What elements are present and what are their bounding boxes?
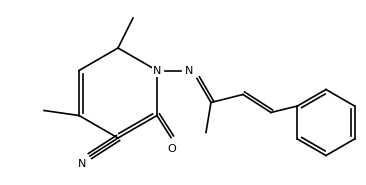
Text: O: O (168, 144, 176, 154)
Text: N: N (185, 65, 193, 75)
Text: N: N (153, 65, 161, 75)
Text: N: N (78, 159, 86, 169)
